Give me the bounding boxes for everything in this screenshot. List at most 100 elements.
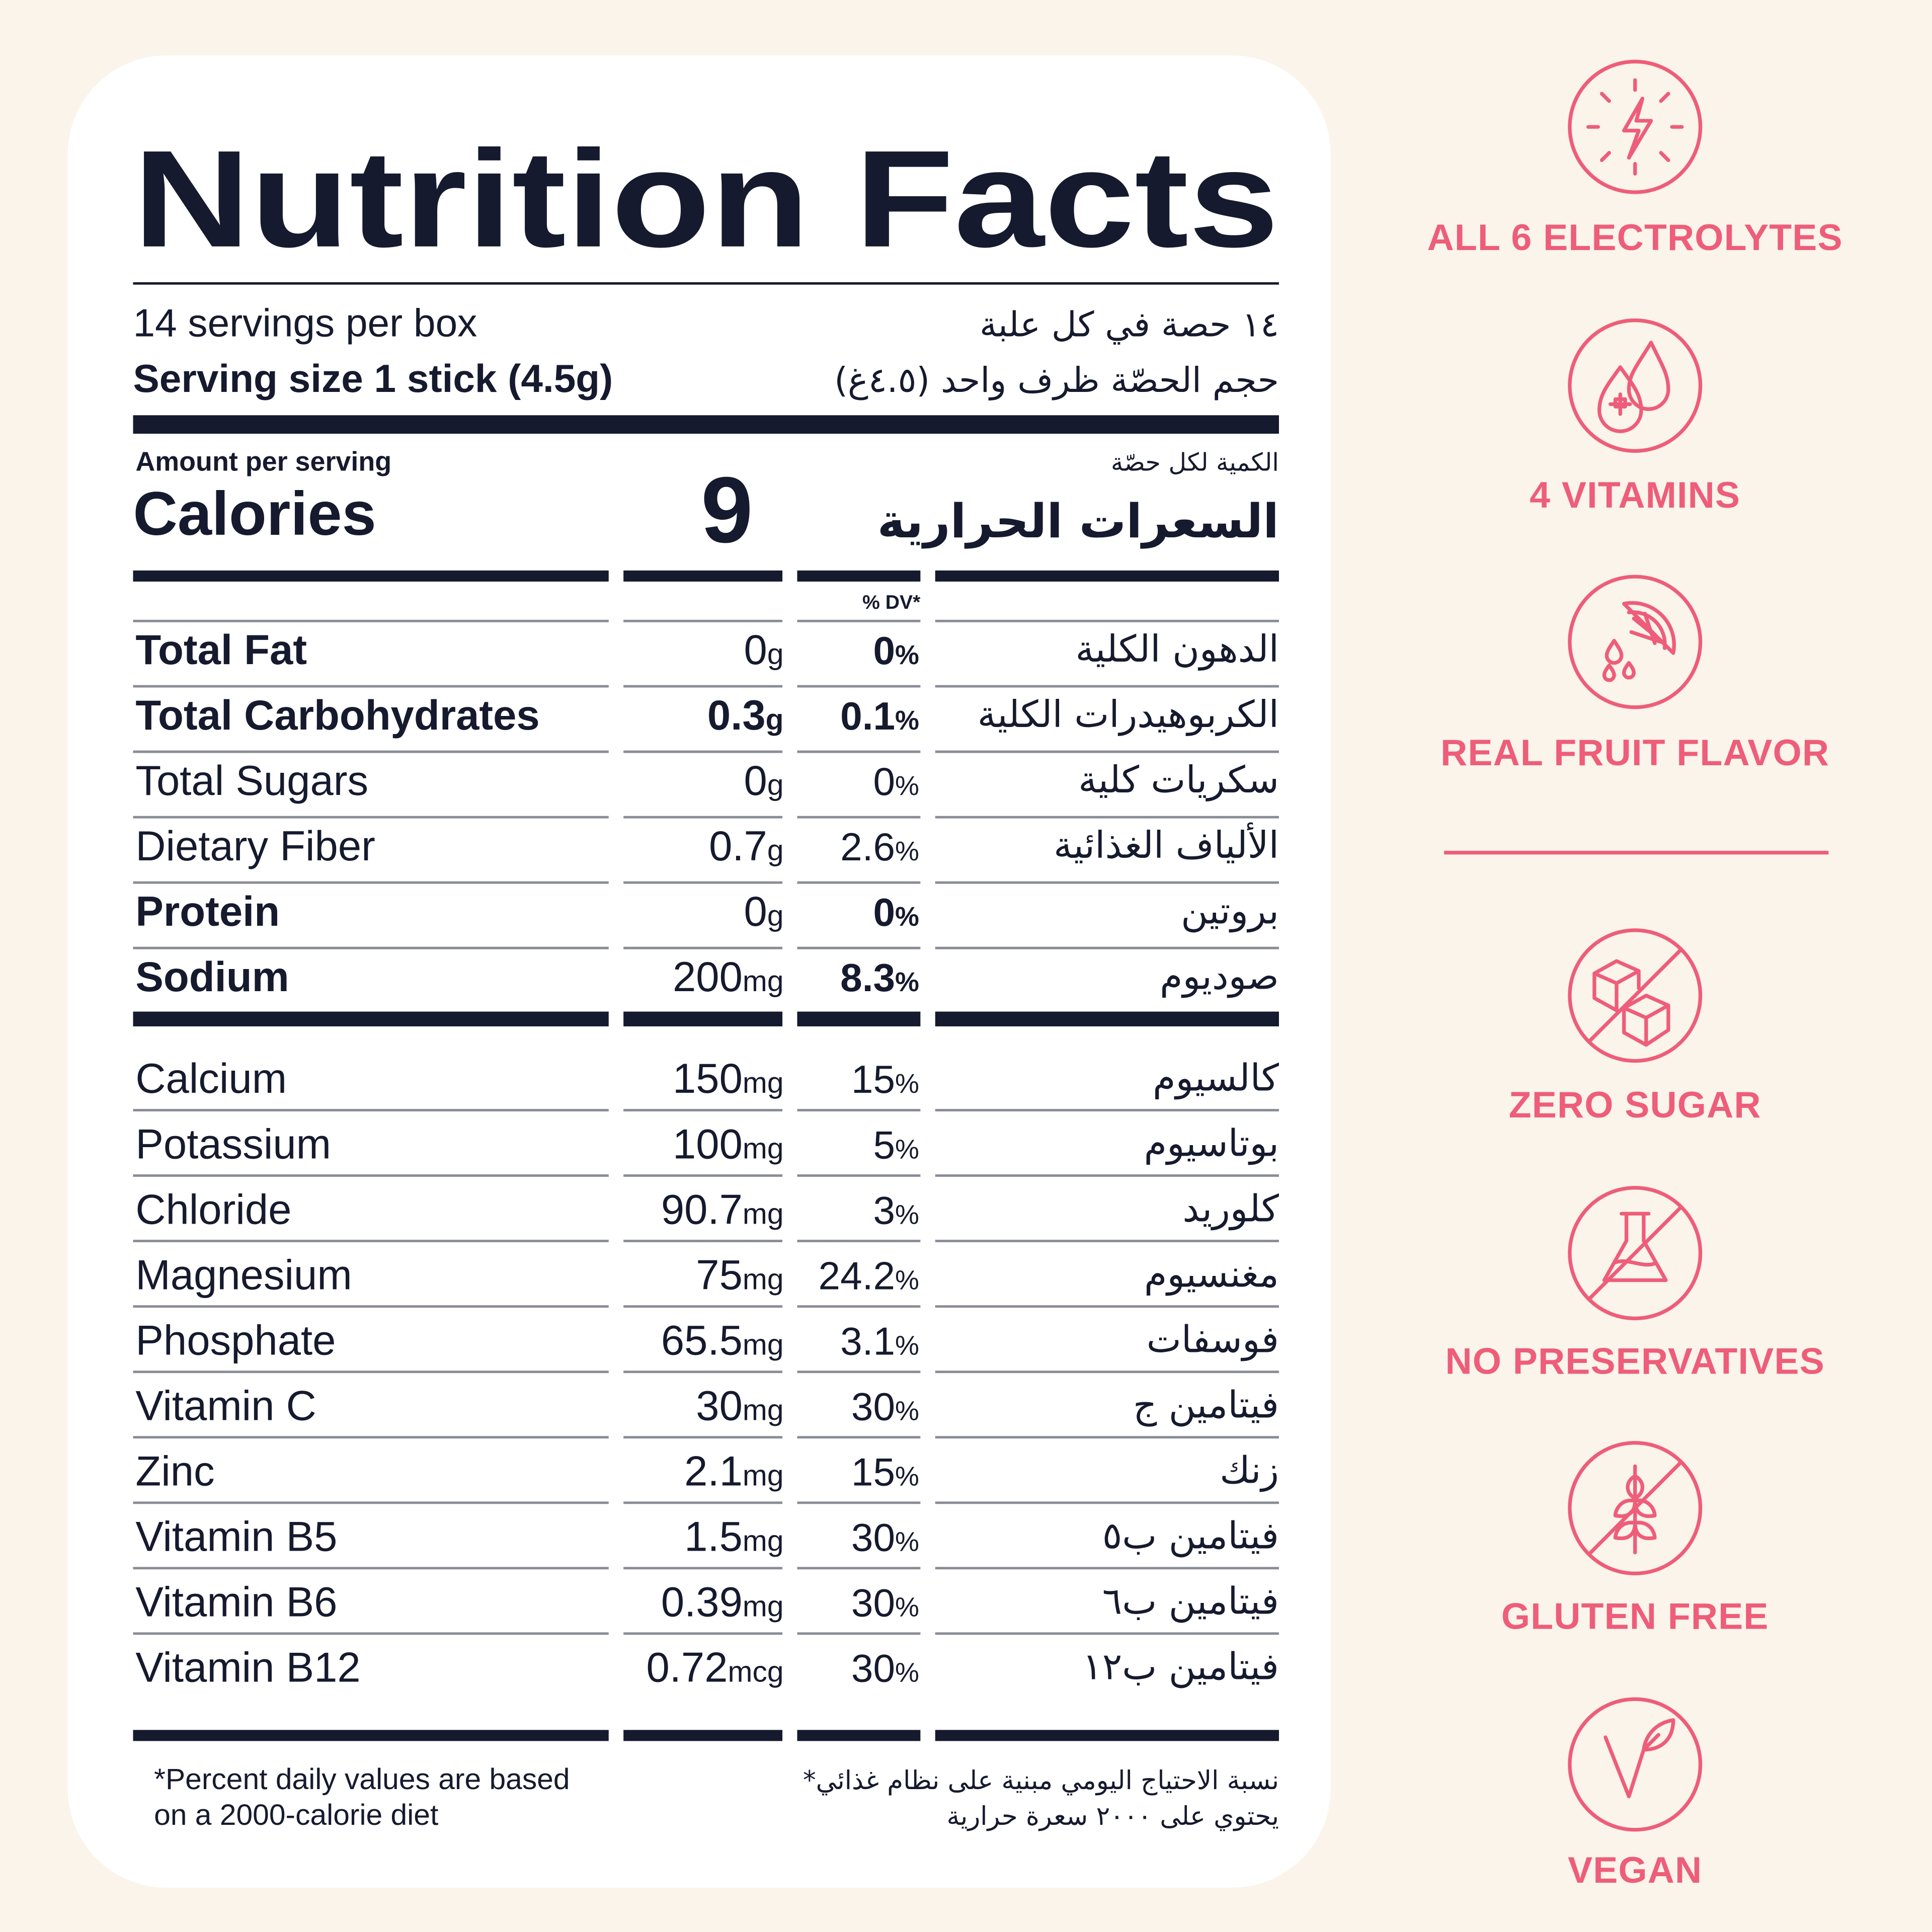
- dv-unit: %: [895, 1396, 919, 1426]
- nutrient-name: Potassium: [135, 1120, 331, 1167]
- footnote-line-ar: يحتوي على ٢٠٠٠ سعرة حرارية: [947, 1801, 1279, 1831]
- dv-unit: %: [895, 771, 919, 801]
- icon-fruit: [1568, 575, 1703, 709]
- nutrient-name-ar: صوديوم: [1160, 955, 1279, 998]
- footnote-line: *Percent daily values are based: [154, 1763, 570, 1796]
- nutrient-amount: 90.7mg: [661, 1186, 784, 1233]
- nutrient-amount: 150mg: [673, 1055, 784, 1102]
- dv-header: % DV*: [862, 592, 921, 613]
- nutrient-amount: 100mg: [673, 1120, 784, 1167]
- nutrient-dv: 3%: [873, 1188, 919, 1232]
- dv-unit: %: [895, 640, 919, 670]
- nutrient-name-ar: زنك: [1220, 1450, 1279, 1492]
- nutrient-name-ar: بوتاسيوم: [1144, 1122, 1279, 1165]
- nutrient-dv: 0%: [873, 890, 919, 934]
- amount-unit: mg: [743, 1328, 784, 1361]
- dv-value: 30: [851, 1515, 895, 1560]
- nutrient-name: Phosphate: [135, 1317, 336, 1363]
- amount-unit: mg: [743, 1263, 784, 1296]
- nutrient-name-ar: فيتامين ب١٢: [1082, 1646, 1279, 1688]
- amount-unit: g: [767, 769, 784, 801]
- dv-value: 3: [873, 1188, 895, 1232]
- amount-value: 200: [673, 953, 743, 1000]
- nutrient-name-ar: الدهون الكلية: [1076, 628, 1279, 671]
- amount-unit: g: [767, 638, 784, 671]
- nutrient-name-ar: مغنسيوم: [1144, 1253, 1279, 1296]
- nutrient-name: Total Sugars: [135, 757, 368, 804]
- section-bar: [133, 1730, 609, 1741]
- nutrient-dv: 15%: [851, 1057, 919, 1101]
- nutrient-dv: 3.1%: [840, 1319, 919, 1363]
- amount-unit: g: [767, 900, 784, 932]
- nutrient-amount: 0g: [744, 626, 784, 673]
- dv-unit: %: [895, 1461, 919, 1491]
- nutrient-name: Total Carbohydrates: [135, 692, 539, 739]
- amount-unit: mg: [743, 1590, 784, 1623]
- amount-value: 75: [696, 1251, 743, 1298]
- section-bar: [935, 1730, 1279, 1741]
- section-bar: [935, 1011, 1279, 1026]
- amount-value: 0.39: [661, 1579, 743, 1626]
- nutrient-name: Chloride: [135, 1186, 291, 1233]
- dv-unit: %: [895, 1330, 919, 1360]
- badges: ALL 6 ELECTROLYTES 4 VITAMINS REAL FRUIT F…: [1427, 216, 1842, 1891]
- nutrient-name: Magnesium: [135, 1251, 352, 1298]
- amount-value: 65.5: [661, 1317, 743, 1363]
- nutrient-name: Protein: [135, 888, 280, 935]
- nutrient-name: Calcium: [135, 1055, 287, 1102]
- nutrient-name: Vitamin B5: [135, 1513, 337, 1560]
- dv-value: 15: [851, 1057, 895, 1101]
- dv-value: 8.3: [840, 955, 895, 1000]
- dv-value: 2.6: [840, 825, 895, 869]
- dv-value: 30: [851, 1581, 895, 1625]
- amount-unit: mg: [743, 1197, 784, 1230]
- serving-size-ar: حجم الحصّة ظرف واحد (٤.٥غ): [834, 360, 1279, 400]
- section-bar: [935, 570, 1279, 582]
- badge-label: GLUTEN FREE: [1501, 1595, 1769, 1637]
- nutrient-name-ar: سكريات كلية: [1078, 759, 1279, 801]
- serving-size: Serving size 1 stick (4.5g): [133, 356, 613, 400]
- amount-value: 1.5: [684, 1513, 743, 1560]
- nutrient-dv: 0%: [873, 759, 919, 803]
- nutrient-amount: 2.1mg: [684, 1447, 783, 1494]
- nutrient-dv: 15%: [851, 1450, 919, 1494]
- nutrient-name-ar: الألياف الغذائية: [1054, 822, 1279, 867]
- nutrient-amount: 75mg: [696, 1251, 783, 1298]
- icon-electrolytes: [1568, 59, 1703, 194]
- amount-unit: g: [767, 834, 784, 867]
- nutrient-name: Zinc: [135, 1447, 214, 1494]
- dv-unit: %: [895, 1658, 919, 1688]
- amount-value: 100: [673, 1120, 743, 1167]
- nutrient-amount: 0g: [744, 757, 784, 804]
- amount-value: 0.7: [709, 823, 767, 869]
- amount-value: 30: [696, 1382, 743, 1429]
- nutrient-name-ar: كالسيوم: [1153, 1057, 1279, 1099]
- nutrient-dv: 30%: [851, 1384, 919, 1428]
- dv-unit: %: [895, 1069, 919, 1099]
- nutrient-dv: 30%: [851, 1581, 919, 1625]
- title: Nutrition Facts: [133, 122, 1279, 276]
- nutrient-name: Vitamin B12: [135, 1644, 360, 1691]
- nutrient-dv: 0.1%: [840, 694, 919, 738]
- badge-label: NO PRESERVATIVES: [1445, 1340, 1825, 1382]
- section-bar: [797, 1730, 921, 1741]
- dv-value: 0.1: [840, 694, 895, 738]
- amount-unit: mg: [743, 965, 784, 998]
- dv-unit: %: [895, 967, 919, 997]
- dv-unit: %: [895, 1592, 919, 1623]
- nutrient-name-ar: فوسفات: [1147, 1319, 1279, 1361]
- amount-unit: mg: [743, 1459, 784, 1492]
- dv-value: 0: [873, 628, 895, 673]
- nutrient-name-ar: فيتامين ب٥: [1102, 1515, 1279, 1558]
- nutrient-dv: 30%: [851, 1515, 919, 1560]
- nutrient-name-ar: فيتامين ج: [1133, 1384, 1279, 1427]
- nutrient-name-ar: كلوريد: [1182, 1187, 1279, 1230]
- amount-unit: mg: [743, 1067, 784, 1099]
- dv-unit: %: [895, 705, 919, 736]
- dv-value: 3.1: [840, 1319, 895, 1363]
- amount-per-serving-ar: الكمية لكل حصّة: [1111, 448, 1279, 477]
- icon-zero-sugar: [1568, 928, 1703, 1063]
- amount-unit: mg: [743, 1394, 784, 1426]
